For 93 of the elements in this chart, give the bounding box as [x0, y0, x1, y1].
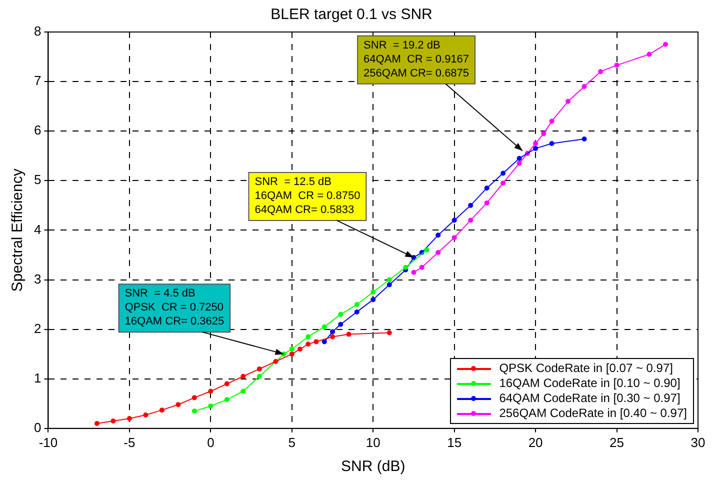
point [484, 186, 490, 191]
point [468, 218, 474, 223]
point [306, 334, 311, 340]
point [419, 264, 424, 270]
annotation: SNR = 12.5 dB 16QAM CR = 0.8750 64QAM CR= 0.5833 [254, 176, 360, 216]
point [338, 312, 344, 317]
point [176, 402, 181, 408]
annotation: SNR = 19.2 dB 64QAM CR = 0.9167 256QAM CR= 0.6875 [364, 39, 470, 80]
point [126, 416, 132, 421]
point [192, 395, 197, 400]
point [224, 397, 230, 402]
point [256, 374, 262, 379]
point [484, 200, 490, 206]
point [386, 282, 392, 288]
y-tick-label: 5 [34, 172, 42, 188]
point [370, 297, 376, 302]
x-tick-label: 10 [366, 434, 380, 450]
legend-label: 64QAM CodeRate in [0.30 ~ 0.97] [499, 391, 680, 406]
point [256, 366, 262, 372]
point [403, 264, 408, 270]
point [424, 248, 430, 253]
point [314, 339, 319, 344]
point [614, 62, 620, 68]
point [346, 332, 352, 337]
point [322, 324, 327, 330]
legend-label: 16QAM CodeRate in [0.10 ~ 0.90] [499, 376, 680, 392]
point [549, 118, 554, 124]
x-tick-label: 25 [610, 434, 624, 450]
point [224, 381, 230, 386]
legend-label: QPSK CodeRate in [0.07 ~ 0.97] [499, 361, 673, 376]
point [500, 180, 506, 186]
point [192, 408, 197, 414]
point [289, 352, 294, 357]
point [549, 140, 554, 146]
point [94, 420, 100, 426]
x-tick-label: 30 [690, 434, 706, 450]
point [330, 329, 336, 334]
point [436, 250, 441, 255]
point [533, 146, 538, 151]
x-tick-label: -10 [38, 434, 58, 450]
annotation: SNR = 4.5 dB QPSK CR = 0.7250 16QAM CR= 0.3625 [124, 288, 224, 328]
point [159, 408, 164, 413]
y-tick-label: 7 [34, 73, 42, 88]
point [533, 140, 538, 146]
point [143, 412, 148, 418]
point [306, 342, 311, 347]
point [468, 202, 474, 208]
point [386, 277, 392, 282]
y-tick-label: 1 [34, 370, 42, 386]
point [646, 52, 652, 57]
point [582, 136, 587, 142]
y-tick-label: 3 [34, 271, 42, 286]
point [208, 388, 214, 394]
x-tick-label: 5 [288, 434, 296, 450]
point [411, 270, 416, 275]
y-tick-label: 6 [34, 122, 42, 138]
point [516, 160, 522, 166]
legend-label: 256QAM CodeRate in [0.40 ~ 0.97] [499, 406, 687, 422]
point [582, 84, 587, 90]
y-tick-label: 0 [34, 420, 42, 435]
x-tick-label: 20 [528, 434, 543, 450]
y-axis-title: Spectral Efficiency [9, 168, 26, 292]
point [273, 359, 278, 364]
point [452, 218, 457, 223]
y-tick-label: 2 [34, 320, 42, 336]
point [338, 322, 344, 327]
x-axis-title: SNR (dB) [341, 458, 406, 476]
point [452, 235, 457, 240]
point [289, 346, 294, 352]
point [330, 334, 336, 340]
point [516, 156, 522, 161]
point [208, 404, 214, 409]
point [500, 170, 506, 176]
y-tick-label: 4 [34, 222, 42, 237]
y-tick-label: 8 [34, 24, 42, 39]
point [354, 302, 360, 308]
point [386, 330, 392, 336]
point [240, 388, 246, 394]
point [598, 69, 604, 74]
point [541, 131, 546, 136]
point [322, 339, 327, 344]
chart-title: BLER target 0.1 vs SNR [270, 6, 433, 24]
point [663, 42, 668, 47]
point [370, 290, 376, 295]
x-tick-label: 15 [447, 434, 462, 450]
point [354, 309, 360, 314]
x-tick-label: -5 [124, 434, 136, 450]
point [240, 374, 246, 379]
point [566, 98, 571, 104]
point [110, 418, 116, 424]
x-tick-label: 0 [207, 434, 214, 450]
point [436, 232, 441, 238]
point [298, 346, 303, 352]
